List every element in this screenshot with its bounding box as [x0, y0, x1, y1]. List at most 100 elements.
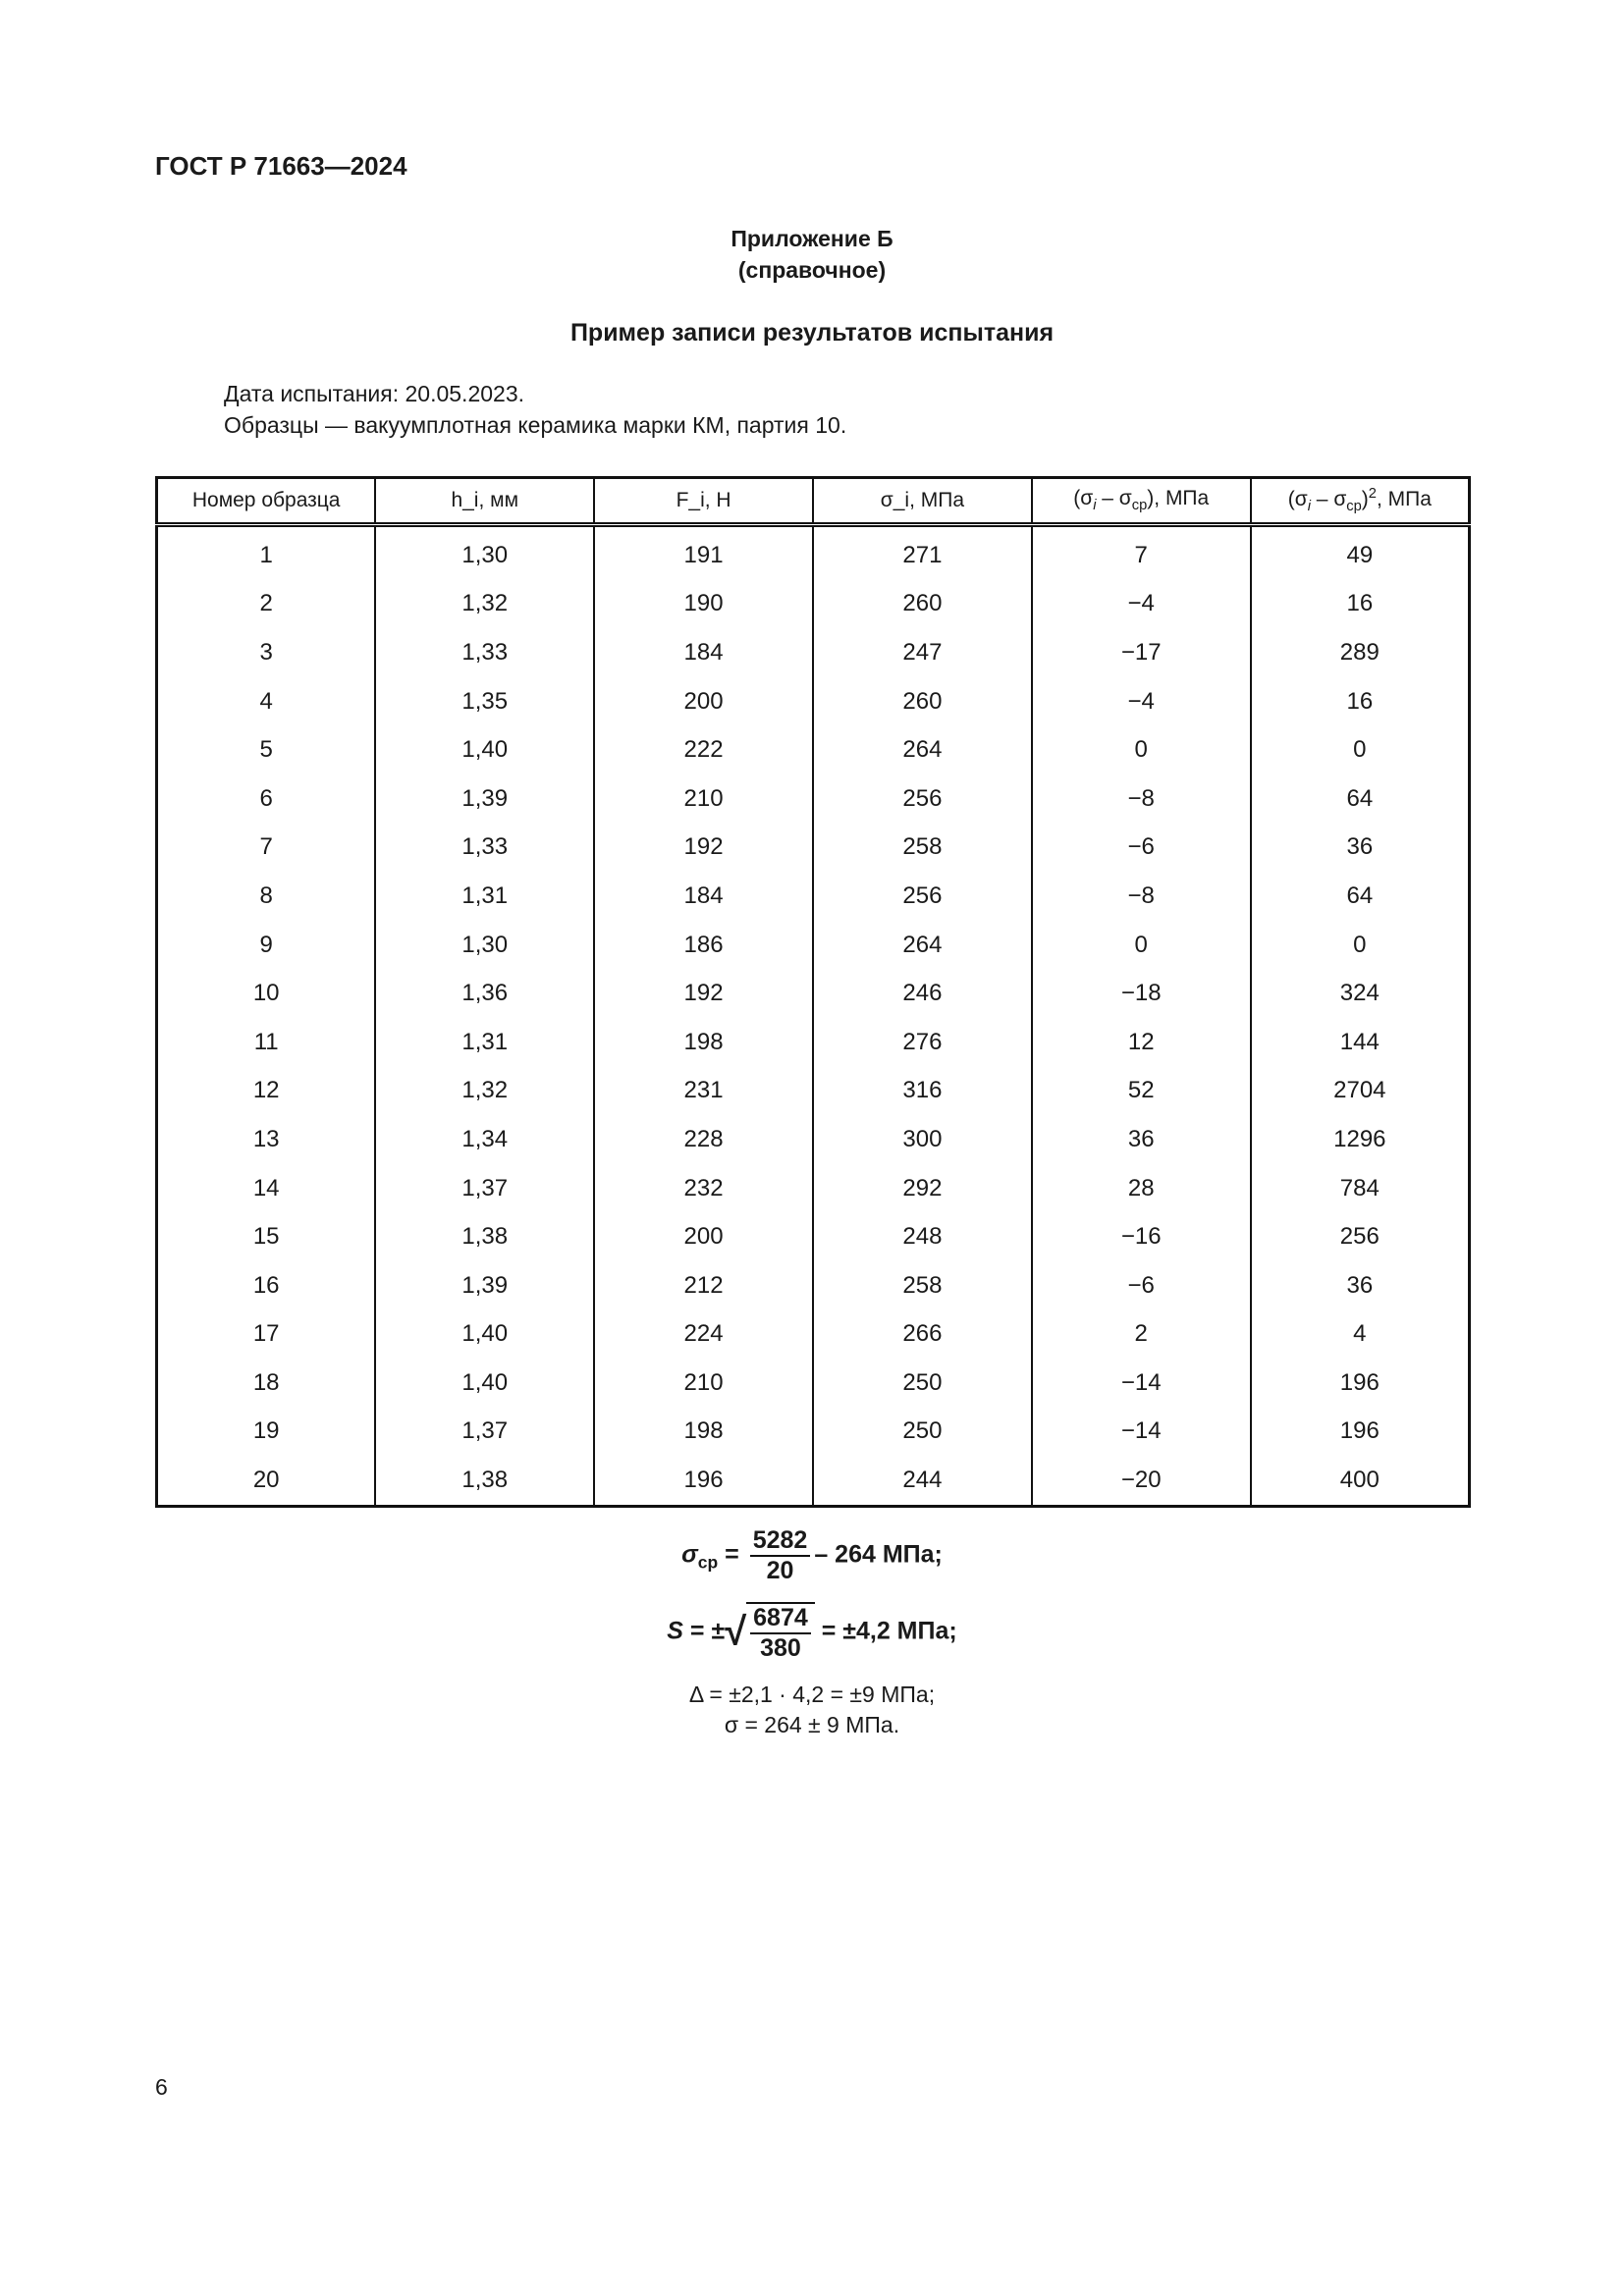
table-cell: 258 [811, 823, 1033, 873]
table-row: 19 1,37 198 250 −14 196 [155, 1407, 1471, 1457]
table-cell: −14 [1030, 1359, 1252, 1408]
table-cell: 186 [593, 920, 814, 970]
table-row: 9 1,30 186 264 0 0 [155, 920, 1471, 970]
mean-numerator: 5282 [749, 1526, 811, 1557]
col-force: F_i, Н [593, 477, 814, 527]
table-cell: 6 [155, 774, 377, 824]
results-table: Номер образца h_i, мм F_i, Н σ_i, МПа (σ… [155, 476, 1471, 1508]
delta-formula: Δ = ±2,1 · 4,2 = ±9 МПа; [688, 1682, 936, 1707]
std-pm: = ± [689, 1617, 726, 1645]
table-cell: 64 [1249, 774, 1471, 824]
col-sample-number: Номер образца [155, 477, 377, 527]
std-numerator: 6874 [750, 1604, 811, 1634]
table-row: 1 1,30 191 271 7 49 [155, 524, 1471, 580]
table-cell: 1,32 [374, 579, 596, 629]
table-cell: 0 [1249, 920, 1471, 970]
table-cell: 2 [1030, 1309, 1252, 1360]
table-cell: 200 [593, 1212, 814, 1261]
table-cell: 1,32 [374, 1066, 596, 1116]
table-row: 14 1,37 232 292 28 784 [155, 1163, 1471, 1213]
table-cell: 1,35 [374, 676, 596, 726]
table-cell: −20 [1030, 1456, 1252, 1507]
table-cell: 210 [593, 774, 814, 824]
table-cell: 260 [811, 676, 1033, 726]
table-cell: 1,37 [374, 1407, 596, 1457]
table-cell: 276 [811, 1017, 1033, 1067]
table-cell: 1,40 [374, 1359, 596, 1408]
table-cell: 3 [155, 628, 377, 677]
table-cell: 4 [155, 676, 377, 726]
table-cell: 5 [155, 725, 377, 774]
table-cell: 1,30 [374, 524, 596, 580]
table-cell: −14 [1030, 1407, 1252, 1457]
table-cell: 324 [1249, 969, 1471, 1018]
page-number: 6 [155, 2074, 168, 2100]
std-denominator: 380 [760, 1634, 801, 1662]
table-cell: 0 [1030, 920, 1252, 970]
table-cell: 28 [1030, 1163, 1252, 1213]
table-cell: 18 [155, 1359, 377, 1408]
table-row: 4 1,35 200 260 −4 16 [155, 676, 1471, 726]
std-result: = ±4,2 МПа; [821, 1617, 957, 1645]
table-row: 8 1,31 184 256 −8 64 [155, 872, 1471, 921]
table-cell: 228 [593, 1115, 814, 1164]
table-cell: 264 [811, 725, 1033, 774]
table-cell: 52 [1030, 1066, 1252, 1116]
table-cell: 1 [155, 524, 377, 580]
table-header-row: Номер образца h_i, мм F_i, Н σ_i, МПа (σ… [155, 477, 1471, 527]
table-cell: 212 [593, 1260, 814, 1310]
table-row: 3 1,33 184 247 −17 289 [155, 628, 1471, 677]
table-cell: 36 [1249, 1260, 1471, 1310]
table-cell: 248 [811, 1212, 1033, 1261]
table-row: 2 1,32 190 260 −4 16 [155, 579, 1471, 629]
table-cell: 12 [155, 1066, 377, 1116]
col-deviation-squared: (σi – σср)2, МПа [1249, 477, 1471, 527]
std-formula: S = ±√ 6874 380 = ±4,2 МПа; [0, 1602, 1624, 1663]
document-code: ГОСТ Р 71663—2024 [155, 151, 407, 181]
table-cell: −17 [1030, 628, 1252, 677]
sqrt-icon: √ [725, 1610, 747, 1654]
table-cell: −8 [1030, 774, 1252, 824]
table-cell: 256 [1249, 1212, 1471, 1261]
table-row: 20 1,38 196 244 −20 400 [155, 1456, 1471, 1507]
table-cell: 192 [593, 823, 814, 873]
table-cell: 264 [811, 920, 1033, 970]
table-cell: 1,38 [374, 1456, 596, 1507]
table-cell: 1,40 [374, 1309, 596, 1360]
table-cell: 8 [155, 872, 377, 921]
mean-fraction: 5282 20 [749, 1526, 811, 1585]
table-cell: 2 [155, 579, 377, 629]
table-row: 7 1,33 192 258 −6 36 [155, 823, 1471, 873]
col-stress: σ_i, МПа [811, 477, 1033, 527]
table-cell: −16 [1030, 1212, 1252, 1261]
table-cell: 1,31 [374, 1017, 596, 1067]
table-cell: 7 [1030, 524, 1252, 580]
col-thickness: h_i, мм [374, 477, 596, 527]
table-cell: 14 [155, 1163, 377, 1213]
table-cell: 250 [811, 1359, 1033, 1408]
table-cell: 1,31 [374, 872, 596, 921]
table-cell: 191 [593, 524, 814, 580]
table-cell: 196 [1249, 1407, 1471, 1457]
table-cell: 0 [1030, 725, 1252, 774]
table-cell: 16 [1249, 676, 1471, 726]
table-cell: −18 [1030, 969, 1252, 1018]
table-cell: 184 [593, 628, 814, 677]
table-row: 6 1,39 210 256 −8 64 [155, 774, 1471, 824]
table-cell: 144 [1249, 1017, 1471, 1067]
table-cell: −4 [1030, 579, 1252, 629]
table-cell: 198 [593, 1407, 814, 1457]
table-cell: 1,38 [374, 1212, 596, 1261]
table-cell: 1,37 [374, 1163, 596, 1213]
sqrt-radicand: 6874 380 [746, 1602, 815, 1663]
table-cell: 200 [593, 676, 814, 726]
table-cell: 1,34 [374, 1115, 596, 1164]
table-row: 17 1,40 224 266 2 4 [155, 1309, 1471, 1360]
table-cell: 260 [811, 579, 1033, 629]
table-cell: 19 [155, 1407, 377, 1457]
table-cell: 1,39 [374, 1260, 596, 1310]
table-cell: 36 [1030, 1115, 1252, 1164]
table-row: 11 1,31 198 276 12 144 [155, 1017, 1471, 1067]
section-title: Пример записи результатов испытания [569, 319, 1055, 347]
col-deviation: (σi – σср), МПа [1030, 477, 1252, 527]
